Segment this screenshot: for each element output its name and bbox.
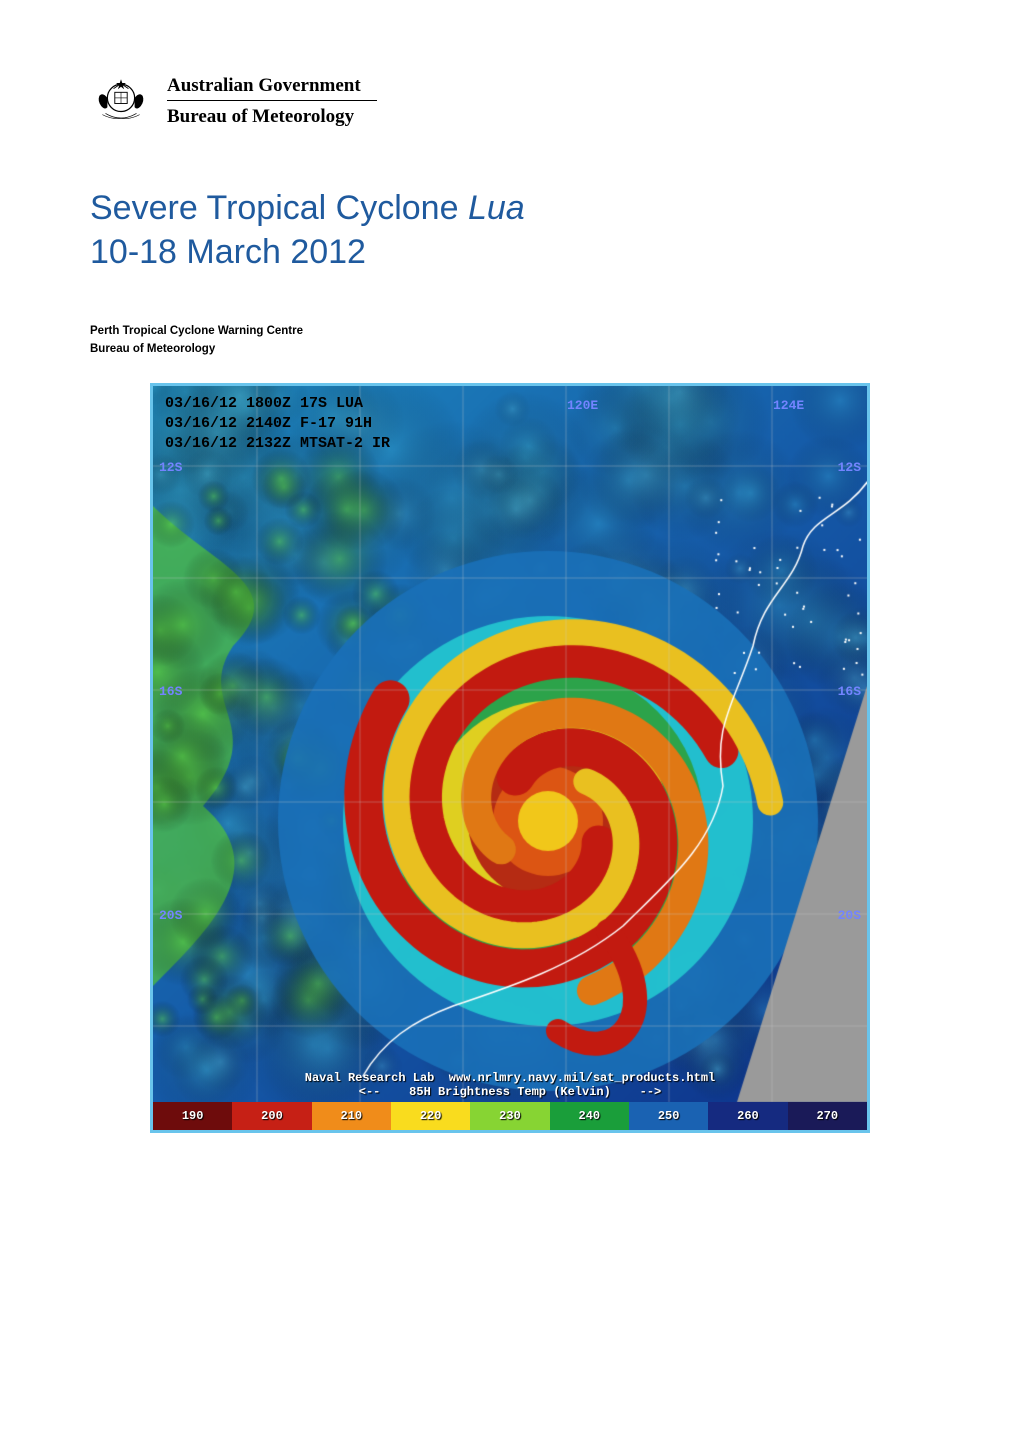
colorbar-segment: 240 — [550, 1102, 629, 1130]
caption-line-1: Naval Research Lab www.nrlmry.navy.mil/s… — [305, 1071, 715, 1085]
colorbar-segment: 190 — [153, 1102, 232, 1130]
title-block: Severe Tropical Cyclone Lua 10-18 March … — [90, 187, 930, 274]
caption-line-2: <-- 85H Brightness Temp (Kelvin) --> — [359, 1085, 661, 1099]
author-line-2: Bureau of Meteorology — [90, 340, 930, 358]
colorbar-segment: 210 — [312, 1102, 391, 1130]
colorbar-segment: 250 — [629, 1102, 708, 1130]
figure-wrap: 03/16/12 1800Z 17S LUA 03/16/12 2140Z F-… — [90, 383, 930, 1133]
lon-label: 124E — [773, 398, 804, 413]
lat-label: 20S — [838, 908, 861, 923]
colorbar-segment: 220 — [391, 1102, 470, 1130]
title-line-1: Severe Tropical Cyclone Lua — [90, 187, 930, 231]
colorbar-tick: 230 — [499, 1109, 521, 1123]
lon-label: 120E — [567, 398, 598, 413]
colorbar-segment: 270 — [788, 1102, 867, 1130]
colorbar-segment: 200 — [232, 1102, 311, 1130]
title-dates: 10-18 March 2012 — [90, 231, 930, 275]
colorbar-tick: 260 — [737, 1109, 759, 1123]
gov-bottom-line: Bureau of Meteorology — [167, 104, 377, 130]
gov-top-line: Australian Government — [167, 73, 377, 99]
cyclone-name: Lua — [468, 189, 525, 227]
lat-label: 12S — [159, 460, 182, 475]
colorbar-tick: 250 — [658, 1109, 680, 1123]
lat-label: 12S — [838, 460, 861, 475]
author-block: Perth Tropical Cyclone Warning Centre Bu… — [90, 322, 930, 359]
gov-text-block: Australian Government Bureau of Meteorol… — [167, 73, 377, 130]
lat-label: 16S — [838, 684, 861, 699]
colorbar-segment: 260 — [708, 1102, 787, 1130]
colorbar-tick: 220 — [420, 1109, 442, 1123]
title-prefix: Severe Tropical Cyclone — [90, 189, 468, 227]
gov-divider — [167, 100, 377, 101]
gov-header: Australian Government Bureau of Meteorol… — [90, 70, 930, 132]
colorbar-tick: 270 — [816, 1109, 838, 1123]
colorbar-segment: 230 — [470, 1102, 549, 1130]
colorbar-tick: 190 — [182, 1109, 204, 1123]
author-line-1: Perth Tropical Cyclone Warning Centre — [90, 322, 930, 340]
colorbar-tick: 200 — [261, 1109, 283, 1123]
figure-overlay-text: 03/16/12 1800Z 17S LUA 03/16/12 2140Z F-… — [165, 394, 390, 455]
colorbar-caption: Naval Research Lab www.nrlmry.navy.mil/s… — [153, 1071, 867, 1100]
satellite-figure: 03/16/12 1800Z 17S LUA 03/16/12 2140Z F-… — [150, 383, 870, 1133]
colorbar: 190 200 210 220 230 240 250 260 270 — [153, 1102, 867, 1130]
lat-label: 20S — [159, 908, 182, 923]
lat-label: 16S — [159, 684, 182, 699]
colorbar-tick: 240 — [578, 1109, 600, 1123]
satellite-canvas — [153, 386, 867, 1130]
crest-icon — [90, 70, 152, 132]
colorbar-tick: 210 — [341, 1109, 363, 1123]
